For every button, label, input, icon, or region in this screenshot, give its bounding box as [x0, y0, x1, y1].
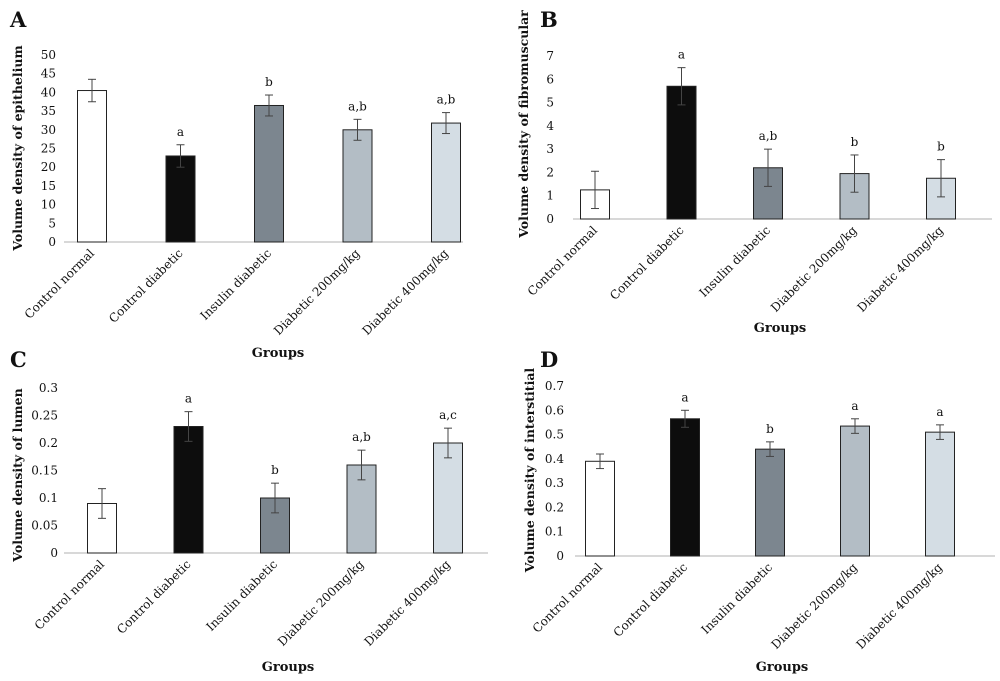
panel-b-bar — [839, 173, 870, 220]
panel-a-y-tick-label: 5 — [48, 216, 56, 230]
panel-d-bar — [925, 431, 955, 557]
panel-b-category-label: Diabetic 200mg/kg — [768, 223, 860, 315]
panel-b-y-tick-label: 6 — [546, 72, 554, 86]
panel-b-y-tick-label: 0 — [546, 212, 554, 226]
panel-a-x-axis-title: Groups — [252, 346, 304, 361]
panel-a-y-tick-label: 25 — [41, 142, 56, 156]
panel-b-category-label: Insulin diabetic — [696, 223, 773, 300]
panel-b-y-tick-label: 2 — [546, 165, 554, 179]
panel-a-y-tick-label: 15 — [41, 179, 56, 193]
panel-d-y-tick-label: 0.2 — [545, 500, 564, 514]
panel-b-significance-label: a,b — [759, 129, 778, 143]
panel-c-y-tick-label: 0.2 — [39, 436, 58, 450]
panel-c-x-axis-title: Groups — [262, 660, 314, 675]
panel-c-bar — [173, 426, 204, 554]
panel-b-significance-label: a — [678, 48, 685, 62]
panel-a-y-tick-label: 10 — [41, 198, 56, 212]
panel-c-significance-label: a,c — [439, 408, 457, 422]
panel-a-category-label: Diabetic 400mg/kg — [360, 246, 452, 338]
panel-d-letter: D — [540, 347, 558, 372]
panel-d-bar — [670, 418, 700, 557]
panel-b-category-label: Diabetic 400mg/kg — [855, 223, 947, 315]
panel-c-category-label: Control diabetic — [114, 557, 194, 637]
panel-d-category-label: Diabetic 400mg/kg — [854, 560, 946, 652]
panel-c-y-axis-title: Volume density of lumen — [10, 388, 25, 562]
panel-a-significance-label: b — [265, 75, 273, 89]
panel-a-significance-label: a,b — [348, 99, 367, 113]
panel-c-category-label: Control normal — [32, 557, 108, 633]
panel-c-y-tick-label: 0.1 — [39, 491, 58, 505]
panel-a-bar — [254, 104, 284, 243]
panel-d-bar — [840, 425, 870, 557]
panel-d-x-axis-title: Groups — [756, 660, 808, 675]
panel-d-category-label: Control diabetic — [611, 560, 691, 640]
panel-b-y-tick-label: 5 — [546, 96, 554, 110]
panel-c-category-label: Insulin diabetic — [203, 557, 280, 634]
panel-c-bar — [433, 442, 463, 554]
panel-a-letter: A — [9, 7, 27, 32]
panel-b-bar — [666, 85, 697, 220]
panel-a-bar — [77, 90, 107, 243]
panel-d-significance-label: a — [681, 390, 688, 404]
panel-b-letter: B — [540, 7, 558, 32]
panel-c-y-tick-label: 0.3 — [39, 381, 58, 395]
panel-a-y-tick-label: 50 — [41, 48, 56, 62]
panel-d-significance-label: b — [766, 422, 774, 436]
panel-a-bar — [165, 155, 196, 243]
panel-c-y-tick-label: 0.25 — [31, 409, 58, 423]
panel-a-y-tick-label: 35 — [41, 104, 56, 118]
panel-d-significance-label: a — [851, 399, 858, 413]
panel-a-category-label: Insulin diabetic — [197, 246, 274, 323]
panel-a-y-tick-label: 40 — [41, 85, 56, 99]
panel-d-y-tick-label: 0.7 — [545, 379, 564, 393]
panel-c-significance-label: a,b — [352, 430, 371, 444]
panel-b-x-axis-title: Groups — [754, 321, 806, 336]
panel-d-y-tick-label: 0.1 — [545, 525, 564, 539]
panel-d-significance-label: a — [936, 405, 943, 419]
panel-a-y-tick-label: 0 — [48, 235, 56, 249]
panel-d-y-tick-label: 0.6 — [545, 403, 564, 417]
panel-d-category-label: Control normal — [530, 560, 606, 636]
panel-d-y-axis-title: Volume density of interstitial — [522, 368, 537, 574]
panel-a-bar — [342, 129, 373, 243]
panel-d-y-tick-label: 0.4 — [545, 452, 564, 466]
panel-d-y-tick-label: 0.3 — [545, 476, 564, 490]
panel-c-y-tick-label: 0.15 — [31, 464, 58, 478]
panel-d-bar — [585, 460, 615, 557]
panel-a-y-axis-title: Volume density of epithelium — [10, 45, 25, 251]
panel-c-category-label: Diabetic 200mg/kg — [275, 557, 367, 649]
panel-a-y-tick-label: 20 — [41, 160, 56, 174]
panel-a-category-label: Control normal — [22, 246, 98, 322]
panel-b-category-label: Control normal — [525, 223, 601, 299]
panel-a-bar — [431, 122, 461, 243]
panel-a-significance-label: a — [177, 125, 184, 139]
panel-b-significance-label: b — [851, 135, 859, 149]
panel-b-y-tick-label: 4 — [546, 119, 554, 133]
panel-c-letter: C — [10, 347, 27, 372]
panel-a-significance-label: a,b — [437, 93, 456, 107]
panel-d-category-label: Insulin diabetic — [698, 560, 775, 637]
panel-c-significance-label: b — [271, 463, 279, 477]
panel-a-category-label: Control diabetic — [106, 246, 186, 326]
panel-c-significance-label: a — [185, 392, 192, 406]
panel-a-y-tick-label: 30 — [41, 123, 56, 137]
panel-b-y-axis-title: Volume density of fibromuscular — [516, 10, 531, 239]
panel-d-y-tick-label: 0.5 — [545, 428, 564, 442]
panel-b-category-label: Control diabetic — [607, 223, 687, 303]
panel-a-category-label: Diabetic 200mg/kg — [271, 246, 363, 338]
panel-d-y-tick-label: 0 — [556, 549, 564, 563]
panel-b-significance-label: b — [937, 140, 945, 154]
panel-a-y-tick-label: 45 — [41, 67, 56, 81]
panel-b-y-tick-label: 3 — [546, 142, 554, 156]
panel-d-category-label: Diabetic 200mg/kg — [769, 560, 861, 652]
panel-b-y-tick-label: 1 — [546, 189, 554, 203]
panel-c-category-label: Diabetic 400mg/kg — [362, 557, 454, 649]
panel-c-y-tick-label: 0 — [50, 546, 58, 560]
panel-c-y-tick-label: 0.05 — [31, 519, 58, 533]
panel-d-bar — [755, 448, 785, 557]
panel-b-y-tick-label: 7 — [546, 49, 554, 63]
